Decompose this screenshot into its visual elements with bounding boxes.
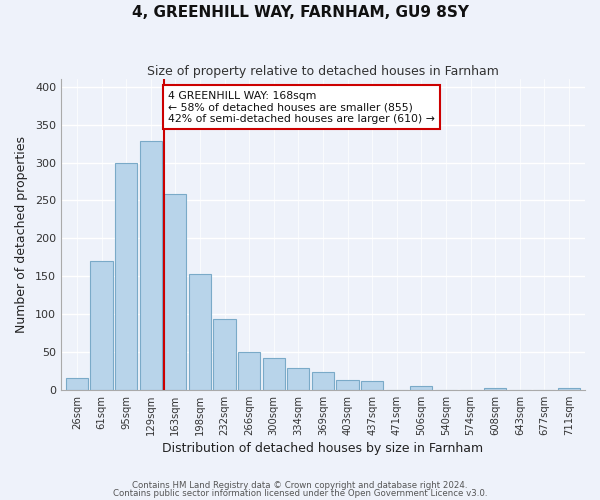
Bar	[287, 368, 310, 390]
X-axis label: Distribution of detached houses by size in Farnham: Distribution of detached houses by size …	[163, 442, 484, 455]
Bar	[91, 261, 113, 390]
Text: Contains public sector information licensed under the Open Government Licence v3: Contains public sector information licen…	[113, 489, 487, 498]
Bar	[337, 380, 359, 390]
Title: Size of property relative to detached houses in Farnham: Size of property relative to detached ho…	[147, 65, 499, 78]
Text: 4, GREENHILL WAY, FARNHAM, GU9 8SY: 4, GREENHILL WAY, FARNHAM, GU9 8SY	[131, 5, 469, 20]
Bar	[238, 352, 260, 390]
Text: Contains HM Land Registry data © Crown copyright and database right 2024.: Contains HM Land Registry data © Crown c…	[132, 480, 468, 490]
Text: 4 GREENHILL WAY: 168sqm
← 58% of detached houses are smaller (855)
42% of semi-d: 4 GREENHILL WAY: 168sqm ← 58% of detache…	[168, 90, 435, 124]
Bar	[484, 388, 506, 390]
Y-axis label: Number of detached properties: Number of detached properties	[15, 136, 28, 333]
Bar	[140, 142, 162, 390]
Bar	[312, 372, 334, 390]
Bar	[361, 380, 383, 390]
Bar	[263, 358, 285, 390]
Bar	[189, 274, 211, 390]
Bar	[214, 320, 236, 390]
Bar	[66, 378, 88, 390]
Bar	[558, 388, 580, 390]
Bar	[115, 162, 137, 390]
Bar	[164, 194, 187, 390]
Bar	[410, 386, 433, 390]
